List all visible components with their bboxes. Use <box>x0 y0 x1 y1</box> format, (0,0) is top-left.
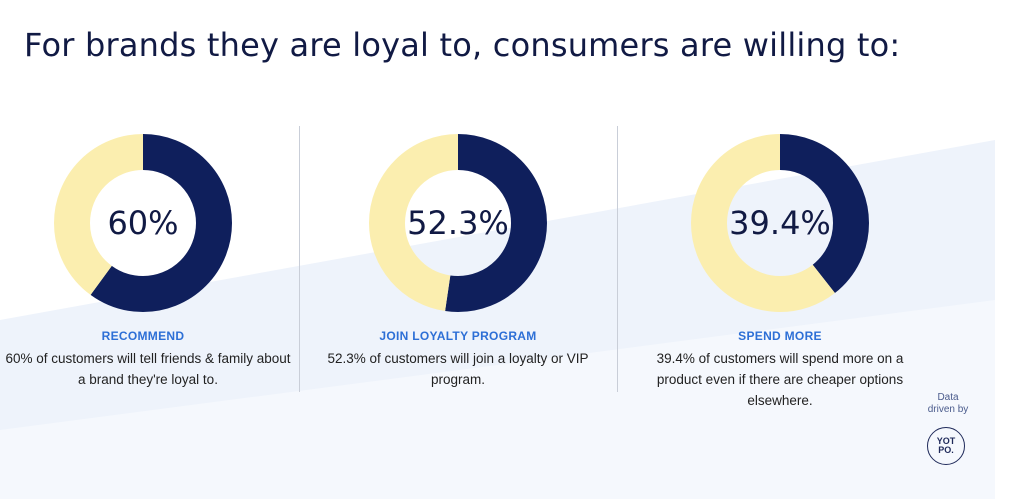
description-line: a brand they're loyal to. <box>78 372 218 387</box>
stat-description: 60% of customers will tell friends & fam… <box>0 348 303 390</box>
stat-panel-join-loyalty-program: 52.3% JOIN LOYALTY PROGRAM 52.3% of cust… <box>308 130 608 430</box>
donut-value: 52.3% <box>407 204 509 242</box>
donut-chart: 52.3% <box>365 130 551 316</box>
donut-slice-remainder <box>691 134 869 312</box>
donut-slice-remainder <box>54 134 232 312</box>
donut-value: 39.4% <box>729 204 831 242</box>
description-line: 60% of customers will tell friends & fam… <box>5 351 291 366</box>
stat-label: JOIN LOYALTY PROGRAM <box>379 329 537 343</box>
logo-text: YOT <box>936 436 956 446</box>
donut-svg <box>369 134 547 312</box>
data-credit: Data driven by <box>918 392 978 416</box>
credit-line: driven by <box>927 404 969 415</box>
stat-panel-recommend: 60% RECOMMEND 60% of customers will tell… <box>0 130 293 430</box>
divider <box>617 126 618 392</box>
donut-chart: 39.4% <box>687 130 873 316</box>
description-line: elsewhere. <box>747 393 813 408</box>
credit-line: Data <box>937 392 959 403</box>
stat-label: SPEND MORE <box>738 329 822 343</box>
description-line: program. <box>430 372 486 387</box>
donut-chart: 60% <box>50 130 236 316</box>
divider <box>299 126 300 392</box>
stat-panel-spend-more: 39.4% SPEND MORE 39.4% of customers will… <box>630 130 930 430</box>
donut-svg <box>54 134 232 312</box>
donut-slice-remainder <box>369 134 547 312</box>
stat-label: RECOMMEND <box>101 329 185 343</box>
logo-text: PO. <box>938 445 954 455</box>
description-line: product even if there are cheaper option… <box>656 372 904 387</box>
donut-svg <box>691 134 869 312</box>
donut-value: 60% <box>107 204 179 242</box>
stat-description: 39.4% of customers will spend more on a … <box>630 348 930 411</box>
description-line: 39.4% of customers will spend more on a <box>656 351 904 366</box>
page-title: For brands they are loyal to, consumers … <box>24 26 901 64</box>
description-line: 52.3% of customers will join a loyalty o… <box>327 351 589 366</box>
yotpo-logo: YOT PO. <box>927 427 965 465</box>
stat-description: 52.3% of customers will join a loyalty o… <box>308 348 608 390</box>
